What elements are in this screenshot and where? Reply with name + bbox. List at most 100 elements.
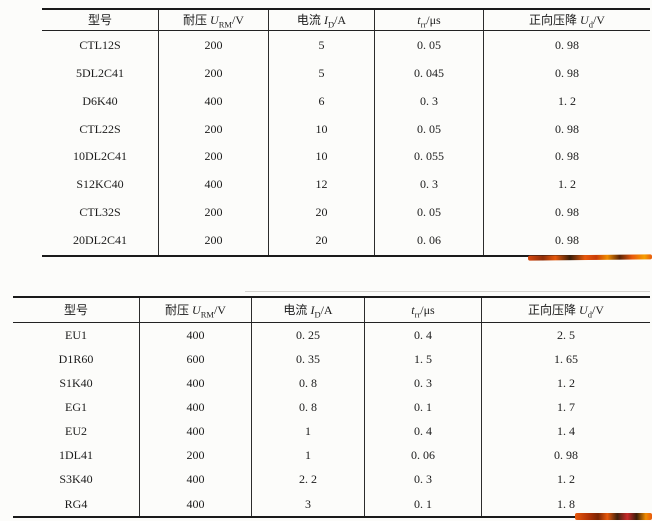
table-cell: 200 <box>158 30 269 59</box>
table-cell: 0. 98 <box>483 225 650 256</box>
diode-spec-table-upper: 型号 耐压 URM/V 电流 ID/A trr/μs 正向压降 Ud/V CTL12S 2… <box>42 8 650 257</box>
table-cell: 0. 98 <box>481 443 650 467</box>
table-cell: 200 <box>158 198 269 226</box>
table-header-row: 型号 耐压 URM/V 电流 ID/A trr/μs 正向压降 Ud/V <box>42 9 650 31</box>
table-cell: 6 <box>268 86 375 115</box>
table-cell: 0. 1 <box>364 491 482 517</box>
table-cell: 1. 2 <box>483 86 650 115</box>
table-cell: 1. 2 <box>483 170 650 199</box>
table-row: S12KC40 400 12 0. 3 1. 2 <box>42 170 650 199</box>
table-cell: 0. 06 <box>364 443 482 467</box>
table-cell: 0. 05 <box>374 30 484 59</box>
table-cell: 1. 2 <box>481 467 650 491</box>
table-cell: 400 <box>139 322 252 347</box>
table-cell: 0. 98 <box>483 142 650 171</box>
table-cell: 200 <box>158 225 269 256</box>
table-cell: 10 <box>268 142 375 171</box>
header-row: 型号 耐压 URM/V 电流 ID/A trr/μs 正向压降 Ud/V <box>13 297 650 323</box>
diode-spec-table-lower: 型号 耐压 URM/V 电流 ID/A trr/μs 正向压降 Ud/V EU1 400 0… <box>13 296 650 518</box>
table-cell: RG4 <box>64 496 88 511</box>
table-cell: 5 <box>268 58 375 87</box>
table-row: CTL32S 200 20 0. 05 0. 98 <box>42 198 650 226</box>
table-cell: 5DL2C41 <box>76 65 124 80</box>
table-cell: 200 <box>158 58 269 87</box>
table-cell: 0. 98 <box>483 58 650 87</box>
scan-artifact-line <box>245 291 650 292</box>
table-row: D1R60 600 0. 35 1. 5 1. 65 <box>13 347 650 371</box>
table-cell: 0. 25 <box>251 322 365 347</box>
table-cell: 0. 4 <box>364 322 482 347</box>
table-cell: 0. 3 <box>374 170 484 199</box>
table-cell: 2. 5 <box>481 322 650 347</box>
table-cell: 20 <box>268 198 375 226</box>
table-cell: 400 <box>158 170 269 199</box>
table-cell: 0. 055 <box>374 142 484 171</box>
table-cell: 400 <box>139 371 252 395</box>
table-cell: 0. 3 <box>364 467 482 491</box>
table-row: 1DL41 200 1 0. 06 0. 98 <box>13 443 650 467</box>
column-header: 型号 <box>13 297 140 323</box>
column-header: trr/μs <box>364 297 482 323</box>
table-cell: EU1 <box>65 327 87 342</box>
table-cell: 0. 4 <box>364 419 482 443</box>
table-cell: 0. 3 <box>364 371 482 395</box>
table-row: S3K40 400 2. 2 0. 3 1. 2 <box>13 467 650 491</box>
table-cell: 1. 2 <box>481 371 650 395</box>
table-cell: 0. 05 <box>374 198 484 226</box>
column-header: 电流 ID/A <box>251 297 365 323</box>
table-cell: 10 <box>268 114 375 143</box>
table-cell: 1 <box>251 419 365 443</box>
table-row: CTL12S 200 5 0. 05 0. 98 <box>42 30 650 59</box>
table-cell: 1. 7 <box>481 395 650 419</box>
table-cell: EG1 <box>65 400 87 414</box>
table-cell: 3 <box>251 491 365 517</box>
column-header: 耐压 URM/V <box>139 297 252 323</box>
table-cell: 10DL2C41 <box>73 149 127 164</box>
table-cell: 1. 5 <box>364 347 482 371</box>
table-cell: 20DL2C41 <box>73 233 127 248</box>
column-header: 正向压降 Ud/V <box>481 297 650 323</box>
table-cell: EU2 <box>65 424 87 438</box>
table-body: CTL12S 200 5 0. 05 0. 98 5DL2C41 200 5 0. 045 0. … <box>42 30 650 256</box>
table-cell: 0. 3 <box>374 86 484 115</box>
table-cell: 1. 4 <box>481 419 650 443</box>
table-cell: 400 <box>139 419 252 443</box>
table-cell: 600 <box>139 347 252 371</box>
table-cell: S1K40 <box>59 376 93 390</box>
table-cell: 0. 98 <box>483 114 650 143</box>
table-cell: 12 <box>268 170 375 199</box>
table-cell: 1 <box>251 443 365 467</box>
table-row: EU2 400 1 0. 4 1. 4 <box>13 419 650 443</box>
table-cell: S12KC40 <box>76 177 124 192</box>
table-cell: D1R60 <box>58 352 94 366</box>
table-row: 10DL2C41 200 10 0. 055 0. 98 <box>42 142 650 171</box>
table-cell: CTL12S <box>79 37 121 52</box>
column-header: 耐压 URM/V <box>158 9 269 31</box>
table-row: 20DL2C41 200 20 0. 06 0. 98 <box>42 225 650 256</box>
table-cell: 1. 65 <box>481 347 650 371</box>
table-body: EU1 400 0. 25 0. 4 2. 5 D1R60 600 0. 35 1. 5 1. 6… <box>13 322 650 517</box>
table-cell: 0. 06 <box>374 225 484 256</box>
table-cell: D6K40 <box>82 93 118 108</box>
header-row: 型号 耐压 URM/V 电流 ID/A trr/μs 正向压降 Ud/V <box>42 9 650 31</box>
table-cell: 1DL41 <box>59 448 93 462</box>
table-cell: 0. 35 <box>251 347 365 371</box>
table-cell: 0. 045 <box>374 58 484 87</box>
table-cell: 200 <box>139 443 252 467</box>
table-cell: S3K40 <box>59 472 93 486</box>
table-cell: 400 <box>158 86 269 115</box>
table-cell: 400 <box>139 395 252 419</box>
table-cell: 200 <box>158 142 269 171</box>
column-header: trr/μs <box>374 9 484 31</box>
table-cell: 400 <box>139 491 252 517</box>
table-row: RG4 400 3 0. 1 1. 8 <box>13 491 650 517</box>
table-cell: 5 <box>268 30 375 59</box>
table-cell: CTL22S <box>79 121 121 136</box>
table-header-row: 型号 耐压 URM/V 电流 ID/A trr/μs 正向压降 Ud/V <box>13 297 650 323</box>
table-cell: 200 <box>158 114 269 143</box>
table-cell: 0. 1 <box>364 395 482 419</box>
table-cell: 0. 8 <box>251 395 365 419</box>
table-row: D6K40 400 6 0. 3 1. 2 <box>42 86 650 115</box>
table-row: 5DL2C41 200 5 0. 045 0. 98 <box>42 58 650 87</box>
table-cell: 400 <box>139 467 252 491</box>
